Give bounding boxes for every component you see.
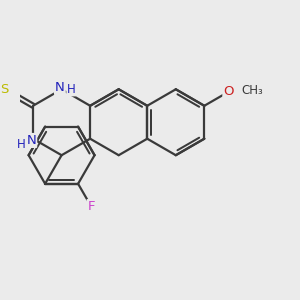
Text: H: H bbox=[16, 139, 25, 152]
Text: O: O bbox=[223, 85, 234, 98]
Text: H: H bbox=[67, 83, 76, 96]
Text: S: S bbox=[0, 83, 9, 96]
Text: N: N bbox=[26, 134, 36, 147]
Text: CH₃: CH₃ bbox=[242, 83, 263, 97]
Text: N: N bbox=[55, 81, 65, 94]
Text: F: F bbox=[88, 200, 95, 213]
